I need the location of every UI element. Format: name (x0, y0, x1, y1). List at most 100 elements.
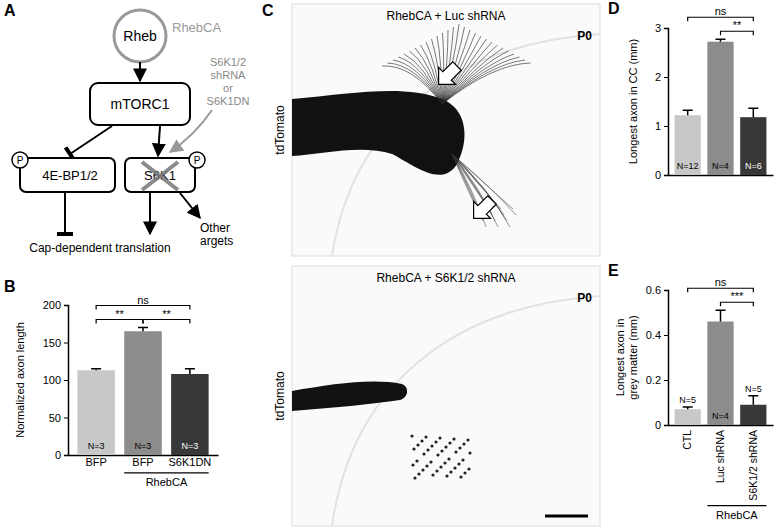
n-label: N=3 (181, 441, 198, 451)
significance-bracket (688, 17, 754, 21)
bars (675, 310, 767, 425)
bar (740, 117, 766, 175)
y-tick-mark (664, 425, 668, 426)
phospho-circle (189, 152, 205, 168)
y-tick-label: 1 (655, 120, 661, 132)
stain-label: tdTomato (273, 371, 287, 421)
y-axis: 050100150200 (43, 299, 69, 461)
cell (445, 474, 448, 477)
cell (457, 462, 460, 465)
cell (467, 467, 470, 470)
cell (416, 443, 419, 446)
significance-bracket (721, 31, 754, 35)
error-bar (683, 110, 693, 115)
fiber (452, 154, 510, 227)
labeled-cells (410, 434, 471, 479)
y-tick: 100 (43, 374, 68, 386)
bars (675, 39, 767, 175)
y-tick-label: 0 (655, 169, 661, 181)
image-title: RhebCA + Luc shRNA (386, 9, 505, 23)
group-line (124, 472, 208, 473)
significance-label: ns (137, 294, 149, 306)
bar (124, 331, 162, 455)
y-axis-line (664, 291, 669, 426)
bar-chart: 050100150200BFPBFPS6K1DNN=3N=3N=3****nsR… (43, 294, 219, 488)
group-label: RhebCA (716, 509, 758, 521)
n-label: N=5 (679, 395, 696, 405)
y-tick: 3 (655, 22, 668, 34)
cell (436, 453, 439, 456)
y-tick: 200 (43, 299, 68, 311)
cell (412, 447, 415, 450)
x-tick: S6K1DN (168, 455, 211, 468)
cell (452, 437, 455, 440)
x-axis: CTL Luc shRNA S6K1/2 shRNA (669, 425, 774, 501)
cell (424, 435, 427, 438)
y-tick: 0.4 (646, 329, 668, 341)
x-tick-label: CTL (681, 430, 693, 450)
y-axis-line (664, 29, 669, 176)
cell (425, 464, 428, 467)
y-axis: 00.20.40.6 (646, 284, 669, 431)
cell (440, 449, 443, 452)
fiber-fan (382, 24, 531, 227)
error-bar (716, 39, 726, 41)
y-tick-mark (664, 290, 668, 291)
rheb-mutant-label: RhebCA (172, 20, 221, 35)
phospho-label: P (194, 155, 201, 166)
error-bar (748, 396, 758, 405)
significance-label: ** (162, 308, 171, 320)
y-tick-label: 100 (43, 374, 61, 386)
x-tick: CTL (681, 425, 693, 450)
cell (439, 465, 442, 468)
mtorc1-label: mTORC1 (111, 96, 170, 112)
cell (458, 446, 461, 449)
cell (453, 466, 456, 469)
cell (466, 438, 469, 441)
micrograph: RhebCA + Luc shRNAP0 (292, 4, 600, 256)
cell (443, 461, 446, 464)
x-tick: Luc shRNA (714, 425, 726, 483)
cell (426, 448, 429, 451)
cell (420, 439, 423, 442)
cell (430, 444, 433, 447)
x-tick-label: Luc shRNA (714, 430, 726, 483)
n-label: N=6 (745, 161, 762, 171)
y-axis: 0123 (655, 22, 669, 181)
pathway-diagram: ARhebRhebCAmTORC1S6K1/2shRNAorS6K1DN4E-B… (4, 2, 249, 255)
pointer-arrow (465, 192, 500, 227)
error-bar (683, 407, 693, 409)
bar-chart: 00.20.40.6CTLLuc shRNAS6K1/2 shRNAN=5N=4… (646, 276, 774, 520)
x-tick-label: S6K1DN (168, 456, 211, 468)
cell (429, 460, 432, 463)
mtorc1-node (90, 83, 190, 125)
x-tick-label: BFP (85, 456, 106, 468)
y-tick-mark (64, 418, 68, 419)
stain-label: tdTomato (273, 105, 287, 155)
significance-bracket (688, 288, 754, 292)
cell (431, 473, 434, 476)
x-tick: BFP (85, 455, 106, 468)
stage-label: P0 (577, 291, 592, 305)
x-tick: S6K1/2 shRNA (747, 425, 759, 501)
significance-label: ns (715, 276, 727, 288)
figure: ARhebRhebCAmTORC1S6K1/2shRNAorS6K1DN4E-B… (0, 0, 780, 531)
cell (438, 436, 441, 439)
y-axis-title: Longest axon in (614, 319, 626, 397)
y-tick: 0 (55, 449, 68, 461)
y-tick: 0 (655, 419, 668, 431)
cell (417, 472, 420, 475)
cell (415, 459, 418, 462)
cell (413, 476, 416, 479)
y-tick: 0 (655, 169, 668, 181)
n-label: N=4 (712, 411, 729, 421)
y-tick-label: 200 (43, 299, 61, 311)
other-label: argets (200, 234, 233, 248)
4ebp-label: 4E-BP1/2 (42, 168, 98, 183)
y-tick-mark (664, 126, 668, 127)
fiber (404, 54, 442, 104)
4ebp-node (20, 158, 115, 192)
bar (740, 405, 766, 425)
s6k1-node (125, 158, 195, 192)
cell (463, 471, 466, 474)
